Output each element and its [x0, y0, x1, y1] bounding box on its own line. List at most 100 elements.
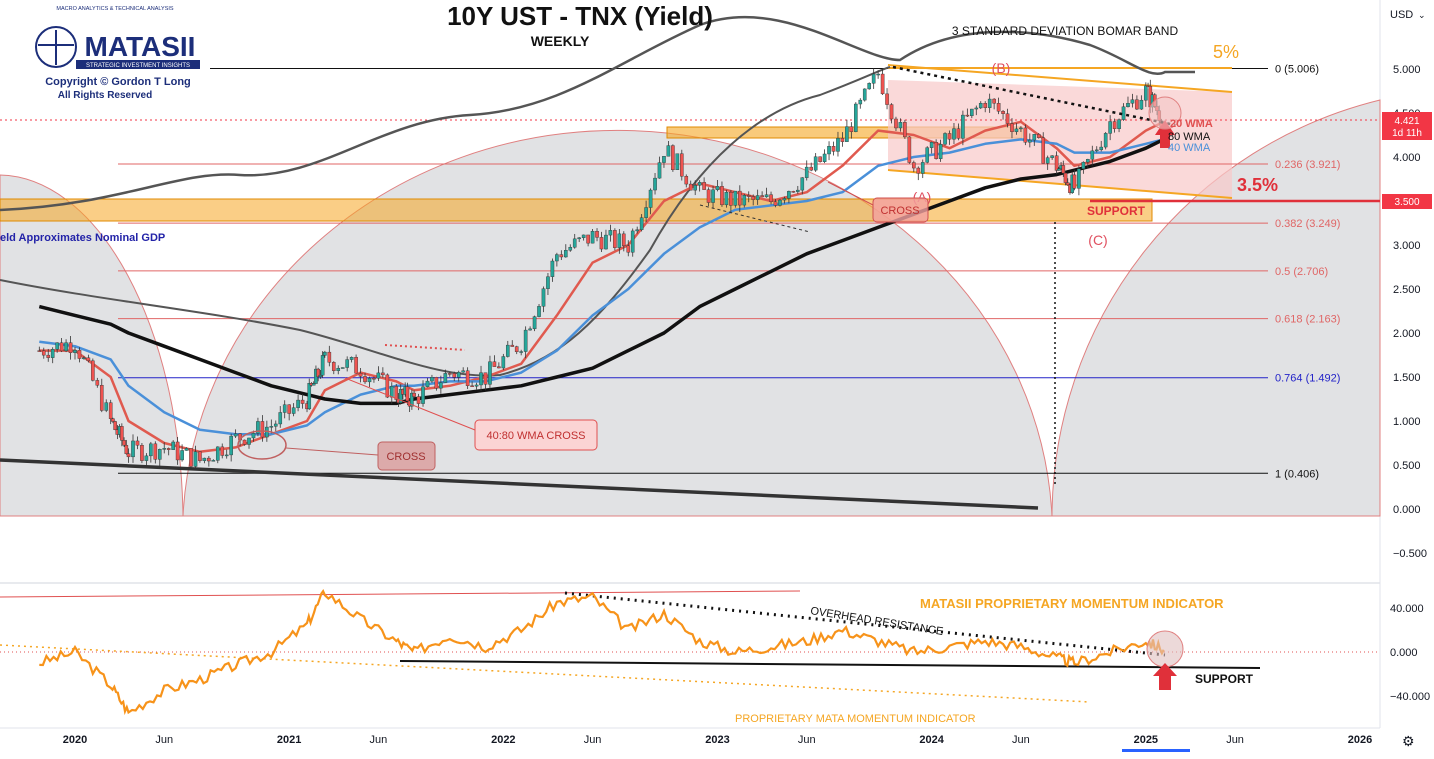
- candle-body: [1028, 139, 1032, 143]
- candle-body: [630, 230, 635, 253]
- logo-tagline-bottom: STRATEGIC INVESTMENT INSIGHTS: [86, 63, 190, 69]
- candle-body: [157, 449, 162, 460]
- candle-body: [126, 453, 131, 458]
- momentum-bottom-label: PROPRIETARY MATA MOMENTUM INDICATOR: [735, 713, 976, 725]
- candle-body: [1094, 149, 1099, 152]
- candle-body: [581, 234, 586, 238]
- price-up-arrow: [1155, 120, 1175, 148]
- candle-body: [662, 156, 666, 163]
- candle-body: [300, 399, 305, 404]
- candle-body: [903, 122, 907, 138]
- candle-body: [613, 230, 617, 248]
- candle-body: [108, 402, 113, 419]
- candle-body: [773, 201, 778, 206]
- candle-body: [1063, 172, 1068, 183]
- time-tick: 2025: [1134, 734, 1158, 746]
- logo-bar: [76, 60, 200, 69]
- candle-body: [684, 176, 689, 185]
- candle-body: [242, 439, 247, 445]
- candle-body: [827, 146, 831, 155]
- candle-body: [751, 196, 755, 200]
- fib-label-2: 0.382 (3.249): [1275, 218, 1340, 230]
- candle-body: [124, 444, 129, 454]
- cross-box-1: CROSS: [872, 197, 929, 223]
- momentum-axis: 40.000 0.000 −40.000: [1390, 603, 1430, 703]
- wma-cross-box: 40:80 WMA CROSS: [474, 419, 598, 451]
- candle-body: [769, 194, 773, 202]
- candle-body: [813, 156, 818, 171]
- price-tick: 3.000: [1393, 240, 1421, 252]
- fib-label-5: 0.764 (1.492): [1275, 373, 1340, 385]
- candle-body: [153, 443, 158, 460]
- candle-body: [162, 448, 167, 450]
- cross-pointer-1: [827, 181, 874, 206]
- candle-body: [666, 145, 671, 157]
- wma-cross-bg: [474, 419, 598, 451]
- candle-body: [702, 182, 706, 190]
- candle-body: [778, 199, 782, 206]
- time-tick: 2026: [1348, 734, 1372, 746]
- candle-body: [755, 195, 760, 200]
- candle-body: [1126, 103, 1130, 108]
- candle-body: [207, 457, 211, 462]
- candle-body: [443, 373, 448, 383]
- candle-body: [68, 342, 73, 353]
- candle-body: [617, 233, 622, 248]
- candle-body: [247, 437, 251, 445]
- cycle-arc-2: [182, 129, 1053, 517]
- candle-body: [50, 349, 55, 358]
- candle-body: [537, 306, 541, 317]
- candle-body: [363, 376, 367, 383]
- fib-label-3: 0.5 (2.706): [1275, 266, 1328, 278]
- candle-body: [782, 198, 787, 201]
- momentum-line: [39, 589, 1165, 716]
- candle-body: [965, 114, 970, 117]
- candle-body: [1050, 155, 1054, 158]
- candle-body: [760, 195, 764, 198]
- candle-body: [880, 73, 885, 95]
- candle-body: [394, 386, 399, 400]
- candle-body: [311, 383, 316, 386]
- candle-body: [229, 435, 233, 456]
- candle-body: [559, 254, 564, 258]
- momentum-title: MATASII PROPRIETARY MOMENTUM INDICATOR: [920, 596, 1224, 611]
- candle-body: [77, 349, 82, 359]
- candle-body: [974, 107, 979, 110]
- candle-body: [269, 426, 274, 428]
- momentum-lower-dotted: [0, 644, 1091, 703]
- candle-body: [1014, 128, 1019, 132]
- five-pct-label: 5%: [1213, 42, 1239, 62]
- currency-chevron-icon[interactable]: ⌄: [1418, 10, 1426, 20]
- chart-subtitle: WEEKLY: [531, 33, 590, 49]
- candle-body: [1139, 99, 1144, 110]
- candle-body: [318, 374, 323, 377]
- candle-body: [41, 350, 46, 356]
- candle-body: [595, 231, 599, 238]
- logo-tagline-top: MACRO ANALYTICS & TECHNICAL ANALYSIS: [56, 6, 173, 12]
- candle-body: [729, 192, 733, 206]
- candle-body: [416, 396, 421, 404]
- candle-body: [412, 392, 416, 397]
- cross-box-1-bg: [872, 197, 929, 223]
- cycle-arc-3: [1051, 99, 1381, 517]
- settings-gear-icon[interactable]: ⚙: [1402, 733, 1415, 749]
- candle-body: [1086, 159, 1090, 163]
- candle-body: [822, 153, 827, 162]
- bomar-upper-band: [0, 15, 1195, 212]
- candle-body: [572, 238, 577, 248]
- candle-body: [836, 138, 840, 152]
- candle-body: [862, 88, 867, 101]
- candle-body: [568, 247, 573, 251]
- candle-body: [934, 142, 938, 159]
- candle-body: [894, 118, 898, 129]
- candle-body: [1036, 134, 1041, 138]
- support-label-top: SUPPORT: [1087, 204, 1146, 218]
- candle-body: [1061, 165, 1066, 174]
- long-trendline: [0, 458, 1039, 510]
- candle-body: [95, 380, 100, 386]
- candle-body: [193, 451, 198, 467]
- candle-body: [104, 402, 109, 411]
- b-downtrend: [892, 65, 1176, 127]
- candle-body: [916, 167, 921, 174]
- logo-emblem-icon: [35, 26, 77, 68]
